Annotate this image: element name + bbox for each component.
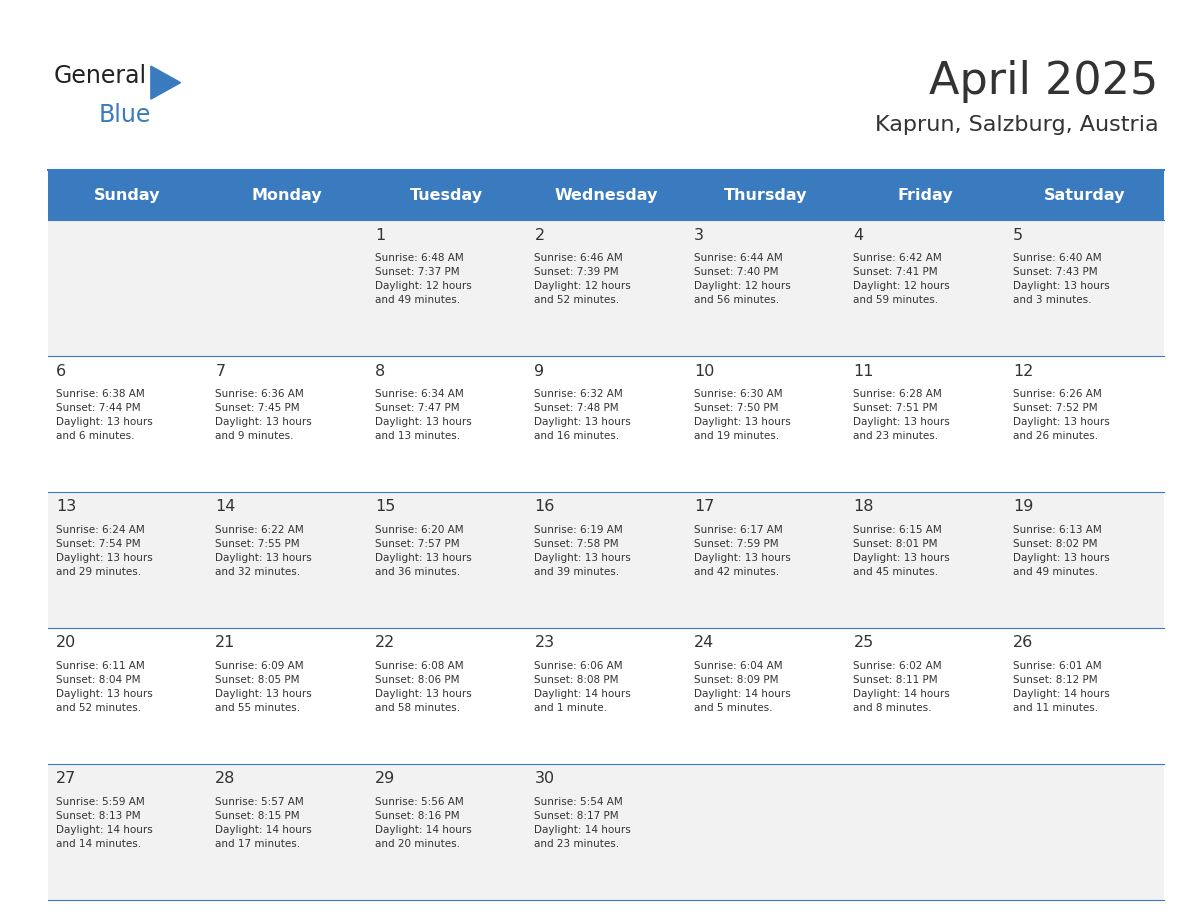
Text: 8: 8: [375, 364, 385, 378]
Text: Sunrise: 5:54 AM
Sunset: 8:17 PM
Daylight: 14 hours
and 23 minutes.: Sunrise: 5:54 AM Sunset: 8:17 PM Dayligh…: [535, 797, 631, 849]
Text: Sunrise: 6:19 AM
Sunset: 7:58 PM
Daylight: 13 hours
and 39 minutes.: Sunrise: 6:19 AM Sunset: 7:58 PM Dayligh…: [535, 525, 631, 577]
FancyBboxPatch shape: [48, 492, 1164, 628]
Text: Sunrise: 6:11 AM
Sunset: 8:04 PM
Daylight: 13 hours
and 52 minutes.: Sunrise: 6:11 AM Sunset: 8:04 PM Dayligh…: [56, 661, 152, 713]
Text: Friday: Friday: [897, 187, 953, 203]
Text: Sunrise: 6:26 AM
Sunset: 7:52 PM
Daylight: 13 hours
and 26 minutes.: Sunrise: 6:26 AM Sunset: 7:52 PM Dayligh…: [1013, 389, 1110, 442]
Text: Sunrise: 6:22 AM
Sunset: 7:55 PM
Daylight: 13 hours
and 32 minutes.: Sunrise: 6:22 AM Sunset: 7:55 PM Dayligh…: [215, 525, 312, 577]
Text: Sunrise: 6:24 AM
Sunset: 7:54 PM
Daylight: 13 hours
and 29 minutes.: Sunrise: 6:24 AM Sunset: 7:54 PM Dayligh…: [56, 525, 152, 577]
Text: 25: 25: [853, 635, 873, 650]
FancyBboxPatch shape: [48, 764, 1164, 900]
Text: Sunrise: 6:44 AM
Sunset: 7:40 PM
Daylight: 12 hours
and 56 minutes.: Sunrise: 6:44 AM Sunset: 7:40 PM Dayligh…: [694, 253, 791, 306]
Text: Sunrise: 6:30 AM
Sunset: 7:50 PM
Daylight: 13 hours
and 19 minutes.: Sunrise: 6:30 AM Sunset: 7:50 PM Dayligh…: [694, 389, 791, 442]
Text: 10: 10: [694, 364, 714, 378]
Text: Sunrise: 6:01 AM
Sunset: 8:12 PM
Daylight: 14 hours
and 11 minutes.: Sunrise: 6:01 AM Sunset: 8:12 PM Dayligh…: [1013, 661, 1110, 713]
Text: Sunrise: 6:28 AM
Sunset: 7:51 PM
Daylight: 13 hours
and 23 minutes.: Sunrise: 6:28 AM Sunset: 7:51 PM Dayligh…: [853, 389, 950, 442]
Text: 7: 7: [215, 364, 226, 378]
Text: 15: 15: [375, 499, 396, 514]
Text: General: General: [53, 64, 146, 88]
Text: 19: 19: [1013, 499, 1034, 514]
Text: 22: 22: [375, 635, 396, 650]
Text: 23: 23: [535, 635, 555, 650]
Text: 9: 9: [535, 364, 544, 378]
Text: 5: 5: [1013, 228, 1023, 242]
Text: Sunrise: 6:46 AM
Sunset: 7:39 PM
Daylight: 12 hours
and 52 minutes.: Sunrise: 6:46 AM Sunset: 7:39 PM Dayligh…: [535, 253, 631, 306]
Text: 6: 6: [56, 364, 67, 378]
Text: 30: 30: [535, 771, 555, 786]
Text: Sunrise: 5:56 AM
Sunset: 8:16 PM
Daylight: 14 hours
and 20 minutes.: Sunrise: 5:56 AM Sunset: 8:16 PM Dayligh…: [375, 797, 472, 849]
Text: 16: 16: [535, 499, 555, 514]
Text: 20: 20: [56, 635, 76, 650]
Text: Sunrise: 6:09 AM
Sunset: 8:05 PM
Daylight: 13 hours
and 55 minutes.: Sunrise: 6:09 AM Sunset: 8:05 PM Dayligh…: [215, 661, 312, 713]
Text: Sunrise: 6:36 AM
Sunset: 7:45 PM
Daylight: 13 hours
and 9 minutes.: Sunrise: 6:36 AM Sunset: 7:45 PM Dayligh…: [215, 389, 312, 442]
Text: Sunrise: 6:40 AM
Sunset: 7:43 PM
Daylight: 13 hours
and 3 minutes.: Sunrise: 6:40 AM Sunset: 7:43 PM Dayligh…: [1013, 253, 1110, 306]
Text: 29: 29: [375, 771, 396, 786]
FancyBboxPatch shape: [48, 170, 1164, 220]
Text: 28: 28: [215, 771, 235, 786]
Text: Sunrise: 6:15 AM
Sunset: 8:01 PM
Daylight: 13 hours
and 45 minutes.: Sunrise: 6:15 AM Sunset: 8:01 PM Dayligh…: [853, 525, 950, 577]
Text: 4: 4: [853, 228, 864, 242]
Text: 18: 18: [853, 499, 874, 514]
Text: Monday: Monday: [252, 187, 322, 203]
Text: Sunrise: 6:34 AM
Sunset: 7:47 PM
Daylight: 13 hours
and 13 minutes.: Sunrise: 6:34 AM Sunset: 7:47 PM Dayligh…: [375, 389, 472, 442]
Text: 24: 24: [694, 635, 714, 650]
Text: Sunrise: 6:17 AM
Sunset: 7:59 PM
Daylight: 13 hours
and 42 minutes.: Sunrise: 6:17 AM Sunset: 7:59 PM Dayligh…: [694, 525, 791, 577]
Text: Sunrise: 6:04 AM
Sunset: 8:09 PM
Daylight: 14 hours
and 5 minutes.: Sunrise: 6:04 AM Sunset: 8:09 PM Dayligh…: [694, 661, 791, 713]
Text: Saturday: Saturday: [1044, 187, 1125, 203]
Text: 1: 1: [375, 228, 385, 242]
Text: 2: 2: [535, 228, 544, 242]
Text: Sunrise: 6:08 AM
Sunset: 8:06 PM
Daylight: 13 hours
and 58 minutes.: Sunrise: 6:08 AM Sunset: 8:06 PM Dayligh…: [375, 661, 472, 713]
Text: Sunrise: 6:06 AM
Sunset: 8:08 PM
Daylight: 14 hours
and 1 minute.: Sunrise: 6:06 AM Sunset: 8:08 PM Dayligh…: [535, 661, 631, 713]
Text: Sunrise: 6:32 AM
Sunset: 7:48 PM
Daylight: 13 hours
and 16 minutes.: Sunrise: 6:32 AM Sunset: 7:48 PM Dayligh…: [535, 389, 631, 442]
FancyBboxPatch shape: [48, 220, 1164, 356]
Text: 14: 14: [215, 499, 235, 514]
Text: 17: 17: [694, 499, 714, 514]
Text: Thursday: Thursday: [723, 187, 807, 203]
Text: Kaprun, Salzburg, Austria: Kaprun, Salzburg, Austria: [874, 115, 1158, 135]
Text: Sunrise: 5:59 AM
Sunset: 8:13 PM
Daylight: 14 hours
and 14 minutes.: Sunrise: 5:59 AM Sunset: 8:13 PM Dayligh…: [56, 797, 152, 849]
Text: Tuesday: Tuesday: [410, 187, 482, 203]
Text: Sunrise: 5:57 AM
Sunset: 8:15 PM
Daylight: 14 hours
and 17 minutes.: Sunrise: 5:57 AM Sunset: 8:15 PM Dayligh…: [215, 797, 312, 849]
Text: Sunrise: 6:20 AM
Sunset: 7:57 PM
Daylight: 13 hours
and 36 minutes.: Sunrise: 6:20 AM Sunset: 7:57 PM Dayligh…: [375, 525, 472, 577]
Text: 27: 27: [56, 771, 76, 786]
Text: Blue: Blue: [99, 103, 151, 127]
Text: 26: 26: [1013, 635, 1034, 650]
Text: Sunrise: 6:48 AM
Sunset: 7:37 PM
Daylight: 12 hours
and 49 minutes.: Sunrise: 6:48 AM Sunset: 7:37 PM Dayligh…: [375, 253, 472, 306]
Text: Sunday: Sunday: [94, 187, 160, 203]
Text: Sunrise: 6:38 AM
Sunset: 7:44 PM
Daylight: 13 hours
and 6 minutes.: Sunrise: 6:38 AM Sunset: 7:44 PM Dayligh…: [56, 389, 152, 442]
Text: April 2025: April 2025: [929, 60, 1158, 103]
Text: 12: 12: [1013, 364, 1034, 378]
Polygon shape: [151, 66, 181, 99]
Text: 3: 3: [694, 228, 704, 242]
FancyBboxPatch shape: [48, 628, 1164, 764]
Text: 13: 13: [56, 499, 76, 514]
Text: Sunrise: 6:13 AM
Sunset: 8:02 PM
Daylight: 13 hours
and 49 minutes.: Sunrise: 6:13 AM Sunset: 8:02 PM Dayligh…: [1013, 525, 1110, 577]
Text: Sunrise: 6:42 AM
Sunset: 7:41 PM
Daylight: 12 hours
and 59 minutes.: Sunrise: 6:42 AM Sunset: 7:41 PM Dayligh…: [853, 253, 950, 306]
Text: Wednesday: Wednesday: [554, 187, 658, 203]
Text: 11: 11: [853, 364, 874, 378]
FancyBboxPatch shape: [48, 356, 1164, 492]
Text: Sunrise: 6:02 AM
Sunset: 8:11 PM
Daylight: 14 hours
and 8 minutes.: Sunrise: 6:02 AM Sunset: 8:11 PM Dayligh…: [853, 661, 950, 713]
Text: 21: 21: [215, 635, 235, 650]
